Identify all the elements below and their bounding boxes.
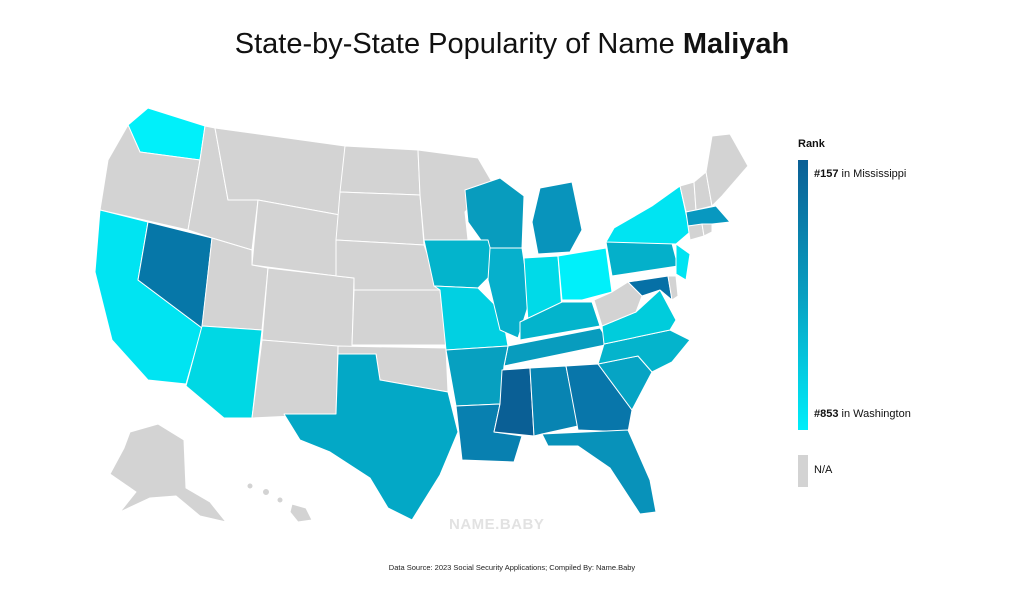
state-colorado[interactable] bbox=[261, 267, 355, 349]
state-iowa[interactable] bbox=[423, 239, 497, 289]
data-source-footer: Data Source: 2023 Social Security Applic… bbox=[388, 563, 636, 572]
legend-top-rank: #157 bbox=[814, 168, 839, 180]
legend-top-label: #157 in Mississippi bbox=[814, 168, 906, 180]
state-florida[interactable] bbox=[541, 429, 657, 515]
state-wisconsin[interactable] bbox=[464, 177, 525, 251]
state-new-mexico[interactable] bbox=[251, 339, 339, 419]
state-kentucky[interactable] bbox=[519, 301, 601, 341]
state-kansas[interactable] bbox=[351, 289, 447, 346]
state-hawaii[interactable] bbox=[246, 482, 313, 523]
state-massachusetts[interactable] bbox=[685, 205, 731, 227]
state-maine[interactable] bbox=[705, 133, 749, 207]
legend-bottom-rank: #853 bbox=[814, 408, 839, 420]
legend-bottom-label: #853 in Washington bbox=[814, 408, 911, 420]
page-title: State-by-State Popularity of Name Maliya… bbox=[0, 28, 1024, 61]
title-name: Maliyah bbox=[682, 28, 790, 60]
watermark-logo: NAME.BABY bbox=[449, 516, 545, 533]
state-south-dakota[interactable] bbox=[335, 191, 425, 246]
state-rhode-island[interactable] bbox=[701, 223, 713, 237]
legend-top-state: in Mississippi bbox=[838, 168, 907, 180]
state-new-jersey[interactable] bbox=[675, 243, 691, 281]
state-michigan[interactable] bbox=[531, 181, 583, 255]
legend-title: Rank bbox=[798, 138, 825, 150]
legend-bottom-state: in Washington bbox=[838, 408, 911, 420]
state-arizona[interactable] bbox=[185, 325, 263, 419]
state-delaware[interactable] bbox=[667, 275, 679, 301]
state-north-dakota[interactable] bbox=[339, 145, 421, 196]
state-ohio[interactable] bbox=[557, 247, 613, 301]
legend-gradient-bar bbox=[798, 160, 808, 430]
legend-na-label: N/A bbox=[814, 464, 833, 476]
state-minnesota[interactable] bbox=[417, 149, 493, 241]
state-alabama[interactable] bbox=[529, 365, 579, 437]
state-mississippi[interactable] bbox=[493, 367, 535, 437]
state-illinois[interactable] bbox=[487, 247, 531, 339]
state-alaska[interactable] bbox=[109, 423, 227, 523]
state-connecticut[interactable] bbox=[687, 223, 705, 241]
state-georgia[interactable] bbox=[565, 363, 633, 433]
state-new-york[interactable] bbox=[605, 185, 691, 245]
state-arkansas[interactable] bbox=[445, 345, 509, 407]
title-prefix: State-by-State Popularity of Name bbox=[234, 28, 683, 60]
state-texas[interactable] bbox=[283, 353, 459, 521]
state-maryland[interactable] bbox=[627, 275, 673, 301]
legend-na-swatch bbox=[798, 455, 808, 487]
